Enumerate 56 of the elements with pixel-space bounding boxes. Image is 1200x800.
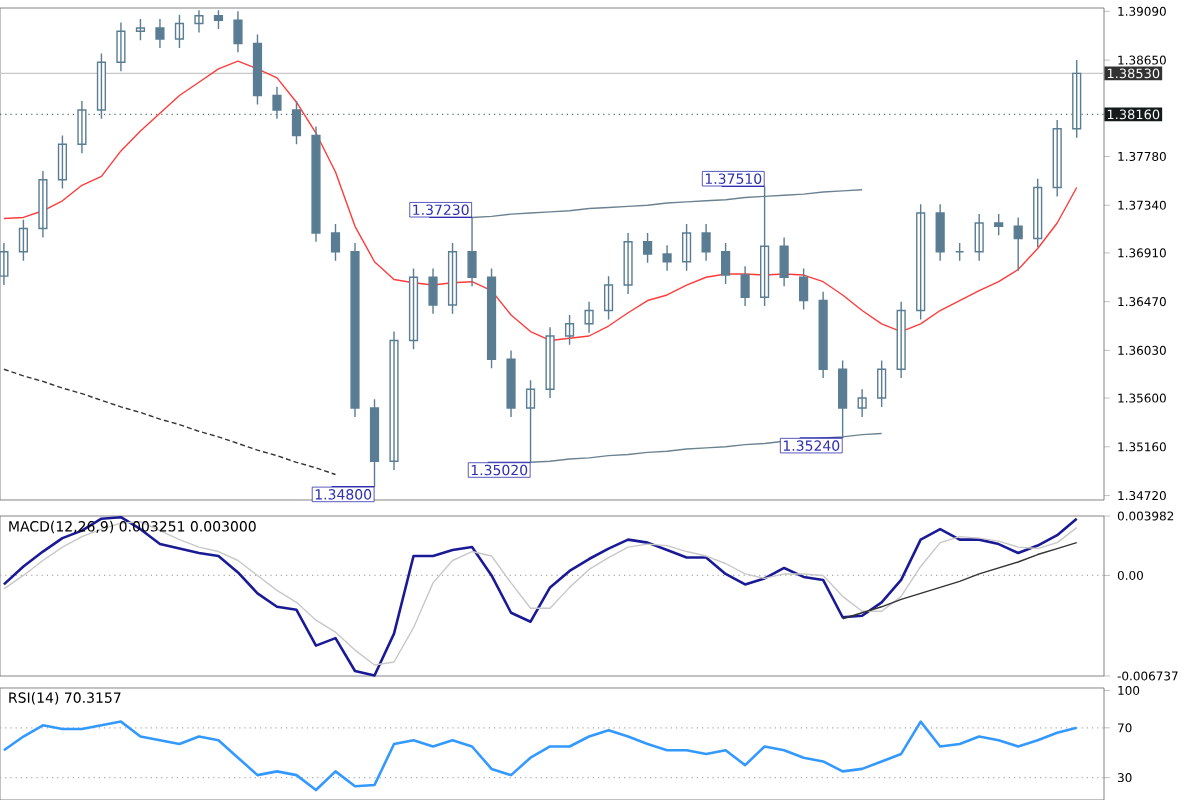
candlestick — [994, 213, 1004, 236]
candlestick — [1033, 177, 1043, 249]
candlestick — [779, 236, 789, 287]
candlestick — [799, 267, 809, 311]
candlestick — [350, 242, 360, 418]
candlestick — [389, 330, 399, 471]
candlestick — [369, 398, 380, 488]
line-series — [3, 60, 1078, 342]
candlestick — [721, 242, 731, 285]
candlestick — [740, 265, 750, 307]
candlestick — [662, 244, 672, 272]
candlestick — [955, 242, 965, 262]
candlestick — [252, 33, 263, 106]
candlestick — [155, 18, 165, 49]
candlestick — [233, 10, 243, 54]
candlestick — [603, 275, 614, 321]
candlestick — [916, 203, 926, 321]
candlestick — [818, 290, 828, 379]
candlestick — [0, 242, 9, 286]
candlestick — [857, 388, 867, 418]
candlestick — [96, 52, 107, 120]
candlestick — [681, 223, 692, 272]
candlestick — [701, 223, 711, 262]
candlestick — [272, 85, 282, 120]
candlestick — [896, 300, 906, 379]
candlestick — [623, 232, 633, 295]
candlestick — [18, 218, 29, 262]
candlestick — [194, 9, 204, 34]
candlestick — [584, 300, 594, 334]
candlestick — [428, 267, 438, 315]
candlestick — [935, 203, 945, 262]
candlestick — [564, 314, 575, 346]
candlestick — [447, 242, 458, 315]
candlestick — [330, 223, 341, 262]
candlestick — [408, 267, 419, 350]
candlestick — [174, 13, 185, 49]
candlestick — [311, 125, 321, 243]
candlestick — [877, 359, 887, 408]
candlestick — [642, 232, 653, 264]
candlestick — [1052, 119, 1062, 198]
candlestick — [38, 170, 48, 239]
candlestick — [506, 349, 516, 418]
candlestick — [213, 9, 224, 30]
candlestick — [486, 267, 497, 369]
candlestick — [116, 21, 126, 72]
line-series — [2, 720, 1078, 792]
candlestick — [291, 100, 302, 145]
candlestick — [838, 359, 848, 439]
candlestick — [974, 213, 984, 262]
candlestick — [1072, 59, 1082, 139]
candlestick — [467, 216, 477, 287]
candlestick — [545, 326, 555, 399]
candlestick — [77, 100, 87, 154]
candlestick — [1013, 216, 1023, 272]
candlestick — [57, 134, 68, 190]
candlestick — [135, 18, 146, 41]
